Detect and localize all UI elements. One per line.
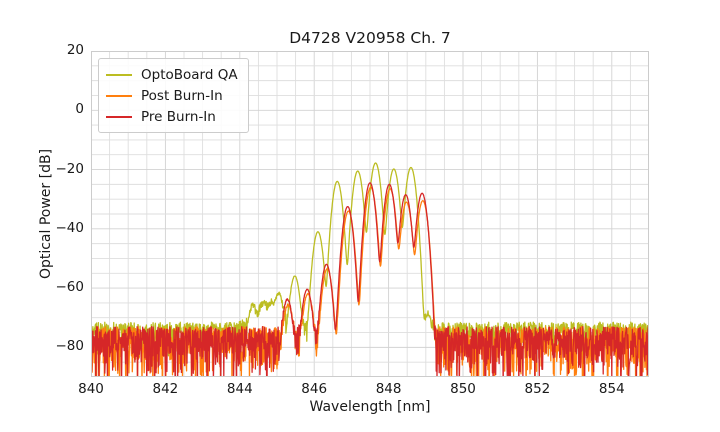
y-tick-label: −60 [55,279,85,296]
series-path-pre-burn-in [91,182,649,377]
x-tick-label: 852 [524,381,551,397]
chart-title: D4728 V20958 Ch. 7 [289,29,451,47]
x-tick-label: 854 [598,381,625,397]
legend-line-swatch [106,73,132,76]
x-tick-label: 844 [226,381,253,397]
x-tick-label: 842 [152,381,179,397]
x-axis-label: Wavelength [nm] [309,399,431,415]
legend-line-swatch [106,94,132,97]
legend-line-swatch [106,115,132,118]
x-tick-label: 848 [375,381,402,397]
legend-item-optoboard-qa: OptoBoard QA [106,64,238,85]
legend-item-pre-burn-in: Pre Burn-In [106,106,238,127]
legend-label: Pre Burn-In [141,108,216,125]
y-tick-label: −20 [55,160,85,177]
y-tick-label: 0 [75,101,84,118]
x-tick-label: 846 [301,381,328,397]
y-tick-label: 20 [66,42,84,58]
legend-label: OptoBoard QA [141,66,238,83]
plot-border [91,51,649,377]
legend-item-post-burn-in: Post Burn-In [106,85,238,106]
y-tick-label: −40 [55,219,85,236]
legend: OptoBoard QA Post Burn-In Pre Burn-In [98,58,249,133]
y-tick-label: −80 [55,338,85,355]
x-tick-label: 850 [450,381,476,397]
legend-label: Post Burn-In [141,87,223,104]
x-tick-label: 840 [78,381,104,397]
